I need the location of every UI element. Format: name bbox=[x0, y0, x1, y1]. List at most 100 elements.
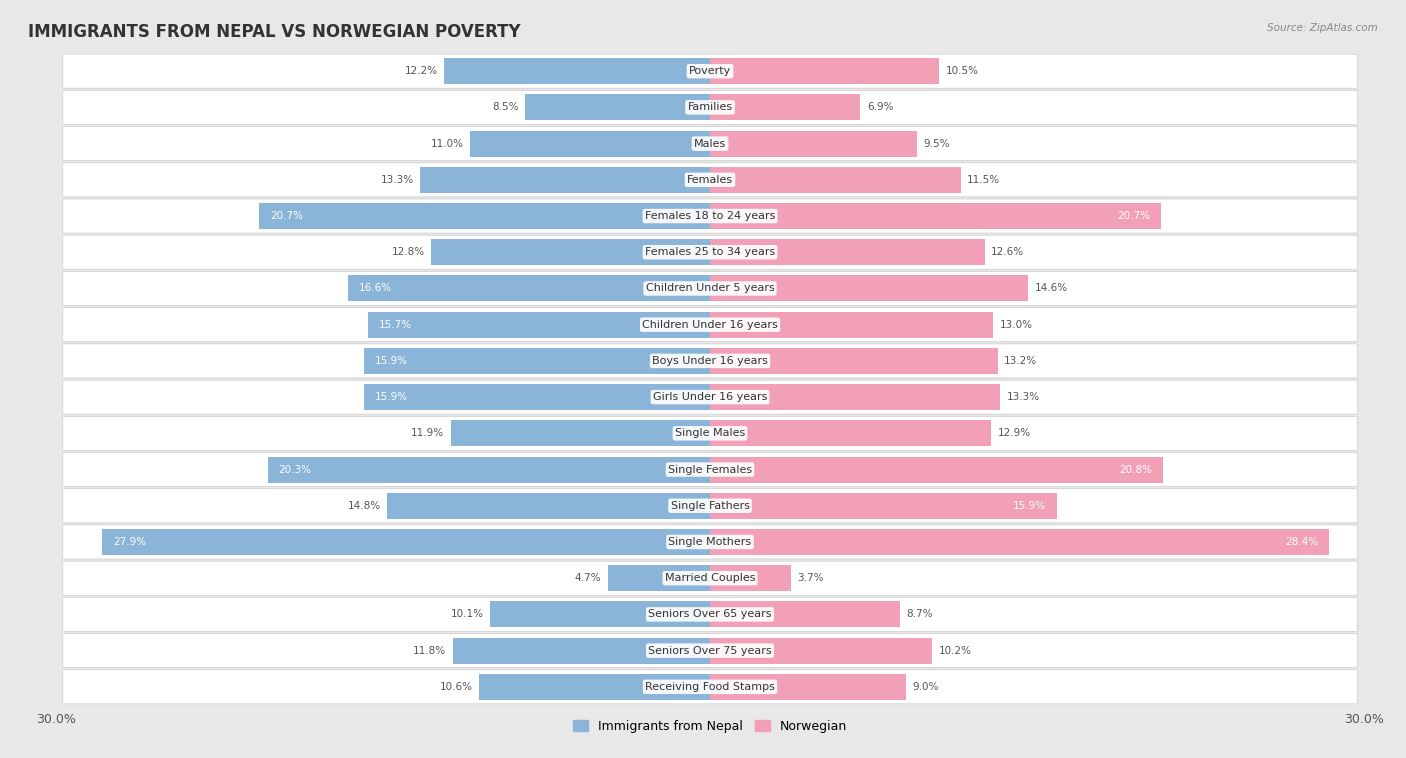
Bar bbox=[710, 456, 1163, 483]
FancyBboxPatch shape bbox=[63, 380, 1357, 414]
Text: 12.8%: 12.8% bbox=[391, 247, 425, 257]
Text: Males: Males bbox=[695, 139, 725, 149]
Text: 14.8%: 14.8% bbox=[347, 501, 381, 511]
Text: Girls Under 16 years: Girls Under 16 years bbox=[652, 392, 768, 402]
Text: Married Couples: Married Couples bbox=[665, 573, 755, 583]
Bar bbox=[710, 384, 1000, 410]
Text: 13.0%: 13.0% bbox=[1000, 320, 1033, 330]
FancyBboxPatch shape bbox=[63, 235, 1357, 269]
FancyBboxPatch shape bbox=[63, 127, 1357, 161]
Bar bbox=[364, 348, 710, 374]
FancyBboxPatch shape bbox=[63, 199, 1357, 233]
FancyBboxPatch shape bbox=[63, 416, 1357, 450]
Bar bbox=[710, 58, 939, 84]
FancyBboxPatch shape bbox=[63, 634, 1357, 668]
FancyBboxPatch shape bbox=[63, 670, 1357, 704]
Bar bbox=[710, 420, 991, 446]
Text: 15.9%: 15.9% bbox=[1012, 501, 1046, 511]
Text: 13.3%: 13.3% bbox=[381, 175, 413, 185]
Bar bbox=[259, 203, 710, 229]
Text: 12.9%: 12.9% bbox=[998, 428, 1031, 438]
Text: 9.0%: 9.0% bbox=[912, 682, 939, 692]
Bar bbox=[710, 203, 1161, 229]
Text: 4.7%: 4.7% bbox=[575, 573, 602, 583]
Text: 10.6%: 10.6% bbox=[440, 682, 472, 692]
Text: Females: Females bbox=[688, 175, 733, 185]
FancyBboxPatch shape bbox=[63, 561, 1357, 595]
FancyBboxPatch shape bbox=[63, 597, 1357, 631]
Bar bbox=[710, 493, 1056, 518]
FancyBboxPatch shape bbox=[63, 90, 1357, 124]
Bar bbox=[444, 58, 710, 84]
Bar bbox=[470, 130, 710, 157]
FancyBboxPatch shape bbox=[63, 525, 1357, 559]
Bar bbox=[524, 94, 710, 121]
Bar bbox=[103, 529, 710, 555]
Bar bbox=[710, 130, 917, 157]
Text: Children Under 5 years: Children Under 5 years bbox=[645, 283, 775, 293]
Text: Children Under 16 years: Children Under 16 years bbox=[643, 320, 778, 330]
Bar bbox=[432, 240, 710, 265]
FancyBboxPatch shape bbox=[63, 344, 1357, 378]
Bar bbox=[710, 94, 860, 121]
Text: 10.5%: 10.5% bbox=[945, 66, 979, 76]
Bar bbox=[710, 312, 993, 338]
Text: 20.3%: 20.3% bbox=[278, 465, 312, 475]
Bar bbox=[451, 420, 710, 446]
Text: Seniors Over 65 years: Seniors Over 65 years bbox=[648, 609, 772, 619]
Text: 8.5%: 8.5% bbox=[492, 102, 519, 112]
Text: 15.9%: 15.9% bbox=[374, 356, 408, 366]
FancyBboxPatch shape bbox=[63, 489, 1357, 523]
FancyBboxPatch shape bbox=[63, 54, 1357, 88]
Text: 8.7%: 8.7% bbox=[905, 609, 932, 619]
Bar bbox=[368, 312, 710, 338]
Text: 13.2%: 13.2% bbox=[1004, 356, 1038, 366]
Text: Females 25 to 34 years: Females 25 to 34 years bbox=[645, 247, 775, 257]
Bar bbox=[710, 167, 960, 193]
Bar bbox=[710, 565, 790, 591]
Bar bbox=[710, 601, 900, 628]
Bar bbox=[364, 384, 710, 410]
Text: 14.6%: 14.6% bbox=[1035, 283, 1069, 293]
Text: Single Mothers: Single Mothers bbox=[668, 537, 752, 547]
Text: Single Females: Single Females bbox=[668, 465, 752, 475]
FancyBboxPatch shape bbox=[63, 453, 1357, 487]
Text: Females 18 to 24 years: Females 18 to 24 years bbox=[645, 211, 775, 221]
Bar bbox=[420, 167, 710, 193]
Text: 12.6%: 12.6% bbox=[991, 247, 1025, 257]
Text: 3.7%: 3.7% bbox=[797, 573, 824, 583]
Text: Source: ZipAtlas.com: Source: ZipAtlas.com bbox=[1267, 23, 1378, 33]
Text: 10.1%: 10.1% bbox=[450, 609, 484, 619]
Text: IMMIGRANTS FROM NEPAL VS NORWEGIAN POVERTY: IMMIGRANTS FROM NEPAL VS NORWEGIAN POVER… bbox=[28, 23, 520, 41]
Text: 6.9%: 6.9% bbox=[868, 102, 893, 112]
Text: 11.9%: 11.9% bbox=[411, 428, 444, 438]
Bar bbox=[349, 275, 710, 302]
Text: 13.3%: 13.3% bbox=[1007, 392, 1039, 402]
Text: 28.4%: 28.4% bbox=[1285, 537, 1317, 547]
Text: 12.2%: 12.2% bbox=[405, 66, 437, 76]
Bar bbox=[710, 529, 1329, 555]
Text: Seniors Over 75 years: Seniors Over 75 years bbox=[648, 646, 772, 656]
Text: Boys Under 16 years: Boys Under 16 years bbox=[652, 356, 768, 366]
Text: 15.9%: 15.9% bbox=[374, 392, 408, 402]
Bar bbox=[710, 637, 932, 664]
Text: 10.2%: 10.2% bbox=[939, 646, 972, 656]
Text: 16.6%: 16.6% bbox=[359, 283, 392, 293]
Bar bbox=[710, 674, 905, 700]
Text: Poverty: Poverty bbox=[689, 66, 731, 76]
Text: 11.5%: 11.5% bbox=[967, 175, 1000, 185]
Bar bbox=[453, 637, 710, 664]
Bar bbox=[710, 240, 984, 265]
Text: Receiving Food Stamps: Receiving Food Stamps bbox=[645, 682, 775, 692]
Text: Single Males: Single Males bbox=[675, 428, 745, 438]
Bar bbox=[489, 601, 710, 628]
Text: 20.7%: 20.7% bbox=[1118, 211, 1150, 221]
Text: 11.8%: 11.8% bbox=[413, 646, 446, 656]
Text: 11.0%: 11.0% bbox=[430, 139, 464, 149]
FancyBboxPatch shape bbox=[63, 308, 1357, 342]
Text: 20.7%: 20.7% bbox=[270, 211, 302, 221]
FancyBboxPatch shape bbox=[63, 271, 1357, 305]
Bar bbox=[267, 456, 710, 483]
Bar bbox=[479, 674, 710, 700]
Text: 27.9%: 27.9% bbox=[112, 537, 146, 547]
